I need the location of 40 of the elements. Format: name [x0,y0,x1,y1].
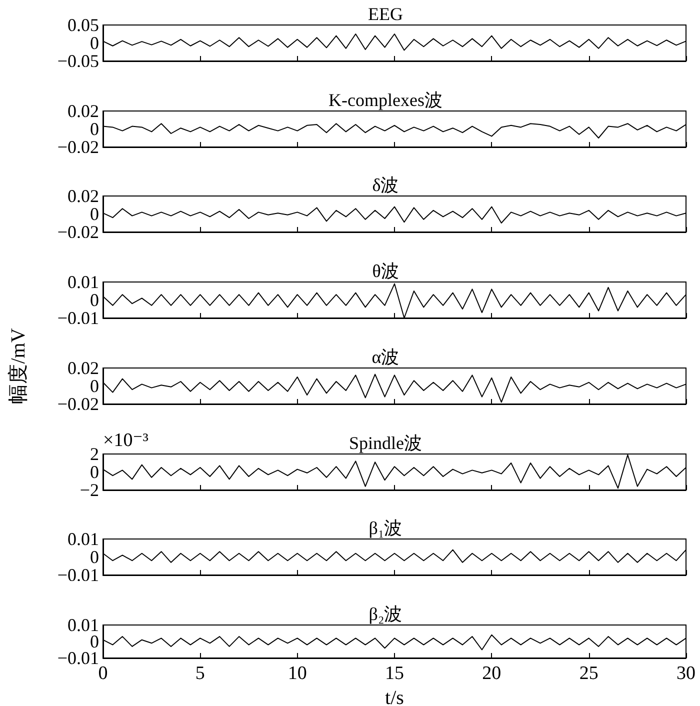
y-tick-label: −0.02 [57,136,99,157]
y-tick-label: 0 [90,33,99,53]
y-tick-label: 0 [90,118,99,139]
x-tick-label: 20 [482,662,502,684]
chart-title: EEG [368,4,403,24]
y-tick-label: −0.05 [57,51,99,71]
y-tick-label: 0.02 [68,186,99,206]
y-axis-title: 幅度/mV [6,328,30,404]
x-axis-title: t/s [385,686,404,706]
y-tick-label: 0.01 [68,529,99,550]
line-series [102,283,686,319]
y-tick-label: −0.02 [57,222,99,242]
chart-title: Spindle波 [348,432,422,452]
y-tick-label: −2 [80,480,99,500]
y-tick-label: −0.01 [57,565,99,586]
chart-title: θ波 [372,261,399,282]
chart-title: β₂波 [368,604,402,624]
chart-title: δ波 [372,175,399,196]
y-tick-label: 0 [90,204,99,224]
y-tick-label: −0.02 [57,394,99,414]
y-tick-label: 0 [90,547,99,568]
text: ×10⁻³ [103,430,149,450]
line-series [102,454,686,488]
chart-title: K-complexes波 [328,90,442,110]
x-tick-label: 10 [288,662,307,684]
y-tick-label: 0.05 [68,15,99,35]
y-tick-label: 0 [90,290,99,310]
y-tick-label: 0.02 [68,358,99,378]
x-tick-label: 25 [579,662,598,684]
y-tick-label: −0.01 [57,308,99,328]
chart-title: β₁波 [368,518,402,538]
x-tick-label: 5 [195,662,205,684]
x-tick-label: 30 [676,662,696,684]
x-tick-label: 15 [385,662,404,684]
y-tick-label: 0.02 [68,100,99,121]
y-tick-label: 2 [90,444,99,464]
y-tick-label: 0.01 [68,272,99,292]
y-tick-label: 0 [90,376,99,396]
chart-title: α波 [372,346,400,367]
y-tick-label: 0 [90,462,99,482]
